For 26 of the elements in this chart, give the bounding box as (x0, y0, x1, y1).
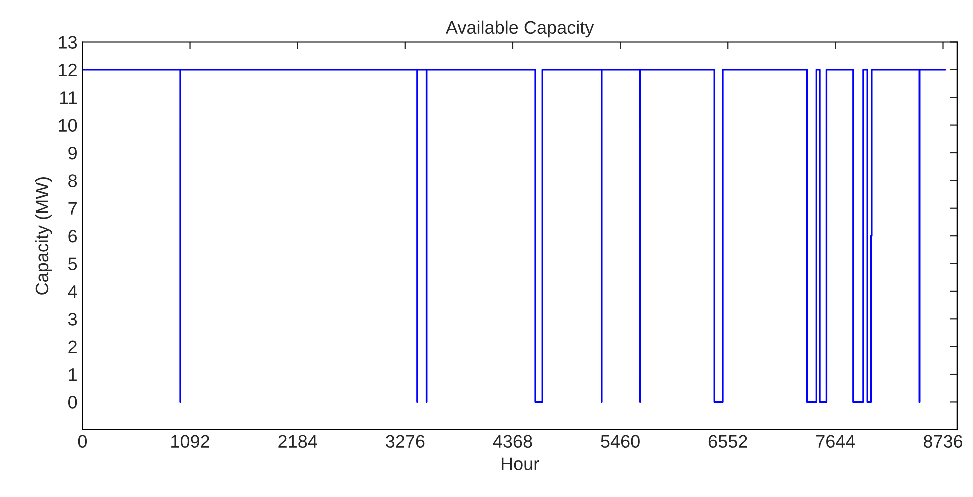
x-tick-label: 1092 (172, 435, 210, 448)
y-tick-label: 12 (59, 64, 77, 76)
y-tick-label: 13 (59, 36, 78, 49)
x-tick-label: 5460 (601, 435, 640, 448)
y-tick-label: 7 (68, 202, 77, 215)
x-tick-label: 4368 (493, 435, 532, 448)
chart-title: Available Capacity (446, 20, 594, 38)
y-tick-label: 4 (68, 286, 78, 298)
y-tick-label: 8 (68, 174, 78, 188)
y-tick-label: 6 (68, 230, 78, 243)
y-tick-label: 10 (59, 119, 78, 132)
x-tick-label: 6552 (708, 435, 748, 448)
y-tick-label: 3 (68, 313, 78, 326)
y-tick-label: 11 (60, 92, 77, 104)
y-axis-title: Capacity (MW) (35, 178, 52, 295)
y-tick-label: 5 (68, 258, 78, 270)
y-tick-label: 2 (68, 340, 77, 354)
x-tick-label: 2184 (278, 435, 318, 448)
x-tick-label: 3276 (386, 435, 425, 448)
x-tick-label: 8736 (924, 435, 963, 448)
x-axis-title: Hour (502, 458, 540, 470)
y-tick-label: 0 (68, 396, 78, 409)
y-tick-label: 9 (68, 146, 77, 160)
x-tick-label: 7644 (816, 435, 856, 448)
x-tick-label: 0 (78, 435, 88, 448)
y-tick-label: 1 (69, 368, 77, 382)
